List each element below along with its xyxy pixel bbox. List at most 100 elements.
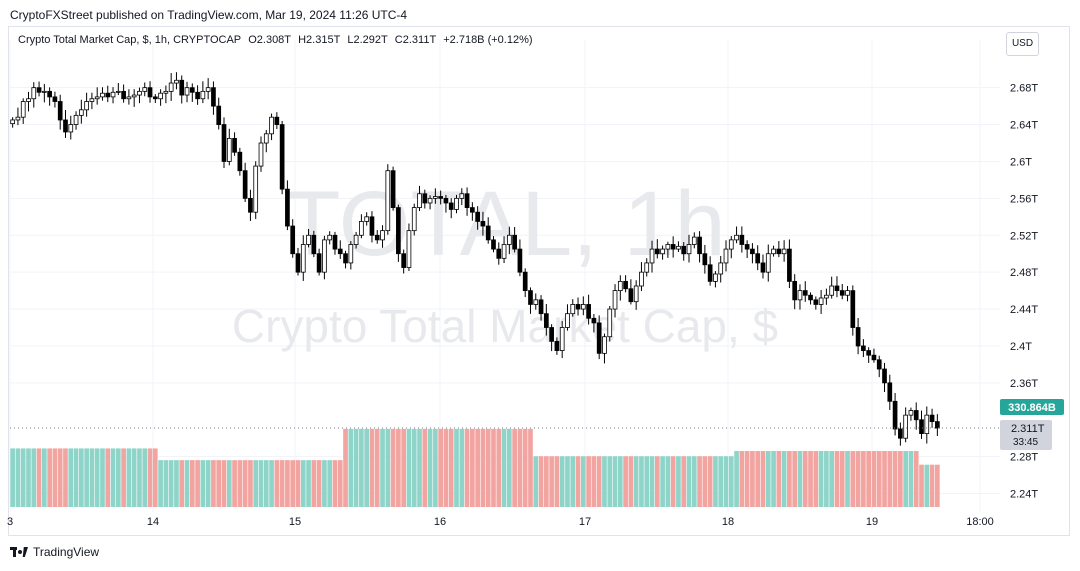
volume-bar: [205, 460, 211, 507]
candle-body: [612, 290, 618, 310]
volume-bar: [126, 448, 132, 507]
volume-bar: [887, 451, 893, 507]
currency-button[interactable]: USD: [1006, 32, 1039, 56]
candle-body: [676, 245, 681, 250]
volume-bar: [417, 428, 422, 507]
candle-body: [73, 114, 79, 125]
candle-body: [654, 248, 660, 255]
volume-bar: [559, 456, 565, 507]
y-tick-label: 2.44T: [1010, 304, 1038, 316]
bar-countdown-label: 33:45: [1013, 437, 1038, 448]
y-tick-label: 2.68T: [1010, 83, 1038, 95]
candle-body: [411, 207, 417, 232]
candle-body: [401, 253, 407, 268]
candle-body: [348, 244, 354, 264]
candle-body: [189, 87, 195, 93]
volume-bar: [908, 451, 914, 507]
volume-bar: [152, 448, 158, 507]
volume-bar: [681, 456, 687, 507]
candle-body: [903, 414, 908, 439]
volume-bar: [898, 451, 903, 507]
candle-body: [205, 87, 211, 92]
candle-body: [898, 428, 903, 439]
volume-bar: [829, 451, 835, 507]
candle-body: [707, 264, 713, 282]
volume-bar: [443, 428, 449, 507]
candle-body: [417, 193, 422, 208]
candle-body: [438, 196, 443, 199]
volume-bar: [522, 428, 528, 507]
candle-body: [681, 245, 687, 255]
candle-body: [380, 230, 385, 241]
tradingview-logo[interactable]: TradingView: [10, 545, 99, 559]
volume-bar: [26, 448, 31, 507]
volume-bar: [797, 451, 803, 507]
candle-body: [147, 87, 153, 98]
candle-body: [427, 197, 433, 204]
x-tick-label: 18: [722, 516, 734, 528]
volume-bar: [771, 451, 776, 507]
volume-bar: [670, 456, 676, 507]
volume-bar: [337, 460, 343, 507]
volume-bar: [596, 456, 602, 507]
volume-bar: [306, 460, 311, 507]
candle-body: [861, 345, 866, 351]
candle-body: [137, 90, 142, 96]
volume-bar: [464, 428, 470, 507]
candle-body: [195, 91, 200, 100]
candle-body: [105, 92, 111, 98]
volume-bar: [554, 456, 560, 507]
candle-body: [269, 116, 274, 135]
volume-bar: [411, 428, 417, 507]
x-axis: 3 14 15 16 17 18 19 18:00: [7, 516, 994, 528]
volume-bar: [248, 460, 253, 507]
legend-low: L2.292T: [347, 34, 388, 46]
volume-bar: [491, 428, 496, 507]
candle-body: [168, 82, 174, 92]
candle-body: [660, 248, 665, 255]
volume-bar: [78, 448, 84, 507]
candle-body: [52, 96, 58, 102]
volume-bar: [697, 456, 702, 507]
candle-body: [232, 138, 237, 153]
candle-body: [686, 244, 692, 255]
volume-bar: [31, 448, 37, 507]
candle-body: [744, 244, 750, 250]
candle-body: [10, 119, 15, 125]
candle-body: [908, 410, 914, 416]
volume-bar: [617, 456, 623, 507]
volume-bar: [269, 460, 274, 507]
candle-body: [845, 290, 850, 296]
volume-bar: [913, 451, 919, 507]
volume-bar: [274, 460, 280, 507]
volume-bar: [348, 428, 354, 507]
volume-bar: [359, 428, 364, 507]
candle-body: [824, 294, 829, 299]
candle-body: [163, 90, 169, 94]
volume-bar: [52, 448, 58, 507]
volume-bar: [480, 428, 486, 507]
volume-bar: [876, 451, 882, 507]
tradingview-logo-icon: [10, 547, 28, 557]
volume-bar: [845, 451, 850, 507]
candle-body: [728, 239, 734, 250]
candle-body: [623, 280, 628, 290]
volume-bar: [353, 428, 359, 507]
candle-body: [607, 308, 613, 338]
volume-value-badge: [1000, 399, 1064, 415]
candle-body: [337, 248, 343, 255]
legend-change: +2.718B (+0.12%): [443, 34, 533, 46]
volume-bar: [517, 428, 523, 507]
volume-bar: [728, 456, 734, 507]
candle-body: [543, 313, 549, 328]
candle-body: [808, 294, 813, 301]
volume-bar: [374, 428, 380, 507]
candle-body: [818, 297, 824, 305]
volume-bar: [760, 451, 766, 507]
candle-body: [691, 236, 697, 245]
volume-bar: [385, 428, 391, 507]
volume-bar: [438, 428, 443, 507]
candle-body: [211, 87, 216, 107]
candle-body: [644, 262, 650, 273]
